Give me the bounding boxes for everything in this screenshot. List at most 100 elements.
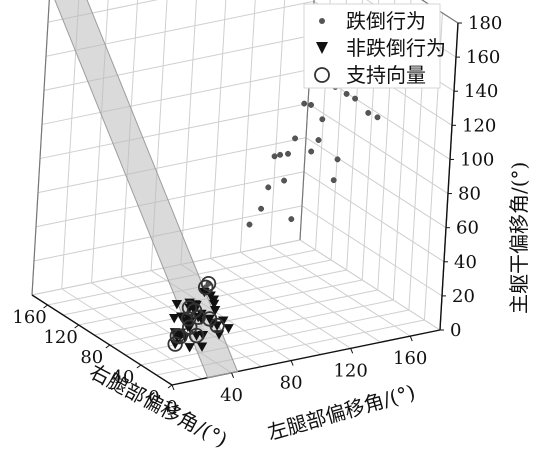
fall-point [352,95,359,102]
fall-point [246,221,253,228]
fall-point [319,116,326,123]
grid-line [156,319,425,376]
legend-box [303,3,441,89]
grid-line [303,171,445,263]
support-plane [54,0,239,379]
x-axis-line [31,294,173,386]
grid-line [91,0,109,283]
grid-line [240,251,381,343]
fall-point [308,148,315,155]
support-vector-point [200,275,217,292]
grid-line [39,103,309,160]
grid-line [269,0,286,247]
y-tick-mark [171,384,175,391]
z-tick-label: 160 [466,47,500,68]
grid-line [37,137,307,194]
x-tick-label: 40 [111,367,134,388]
z-tick-label: 40 [454,252,477,273]
separating-plane [54,0,239,379]
grid-line [301,205,443,297]
y-tick-label: 80 [280,373,303,394]
support-vector-point [182,319,198,335]
legend-label: 跌倒行为 [346,9,426,33]
grid-line [210,0,227,259]
support-vector-point [181,300,198,316]
fall-point [330,177,337,184]
support-vector-point [198,279,214,296]
grid-line [94,279,363,336]
fall-point [292,135,299,142]
fall-point [308,101,314,108]
fall-point [271,153,278,160]
x-tick-mark [167,384,173,389]
y-tick-mark [350,348,354,354]
grid-line [35,171,305,228]
fall-point [277,151,284,158]
y-tick-label: 120 [333,360,367,381]
nonfall-point [196,342,208,352]
fall-point [281,177,288,184]
grid-line [307,103,449,194]
legend-fall-marker [319,18,325,24]
x-tick-label: 160 [12,307,46,328]
nonfall-point [169,314,180,324]
grid-line [269,245,411,337]
grid-line [41,68,311,125]
y-tick-mark [290,360,294,366]
y-tick-label: 40 [220,385,243,406]
y-tick-label: 0 [166,397,177,418]
z-axis-line [439,22,459,331]
grid-line [140,309,409,366]
z-tick-label: 180 [468,13,502,34]
z-tick-label: 60 [456,218,479,239]
grid-line [210,257,351,349]
fall-point [285,150,291,157]
floor-pane [32,240,440,385]
grid-line [125,299,394,356]
grid-line [315,0,331,251]
nonfall-point [208,299,220,310]
support-vector-point [169,328,186,344]
x-tick-label: 80 [80,347,103,368]
x-tick-label: 120 [43,327,77,348]
nonfall-point [209,305,221,316]
x-tick-mark [105,344,111,349]
nonfall-point [206,318,218,329]
legend-nonfall-marker [316,42,328,54]
fall-point [301,100,308,107]
pane-edge [31,0,50,296]
x-tick-mark [74,324,79,329]
nonfall-point [184,343,195,353]
grid-line [61,288,203,380]
data-points [167,19,434,353]
support-vector-point [180,311,197,327]
support-vector-point [209,317,225,334]
grid-line [109,289,378,346]
z-tick-label: 80 [458,184,481,205]
support-vector-point [190,309,206,325]
grid-line [180,0,197,265]
x-tick-label: 0 [148,387,159,408]
x-tick-mark [43,304,48,309]
support-vector-point [167,336,183,352]
z-tick-label: 20 [452,286,475,307]
y-tick-label: 160 [393,348,427,369]
nonfall-point [223,324,234,334]
nonfall-point [184,303,195,313]
fall-point [258,205,265,212]
fall-point [365,109,372,116]
z-axis-title: 主躯干偏移角/(°) [507,162,531,314]
nonfall-point [171,300,183,310]
legend-label: 支持向量 [346,63,426,87]
z-tick-label: 120 [462,115,496,136]
fall-point [315,137,322,143]
fall-point [288,216,295,223]
y-tick-mark [409,335,413,342]
nonfall-point [191,331,202,341]
tick-labels: 0408012016004080120160020406080100120140… [12,13,502,418]
legend-support-vector-marker [314,67,330,83]
x-tick-mark [136,364,142,369]
